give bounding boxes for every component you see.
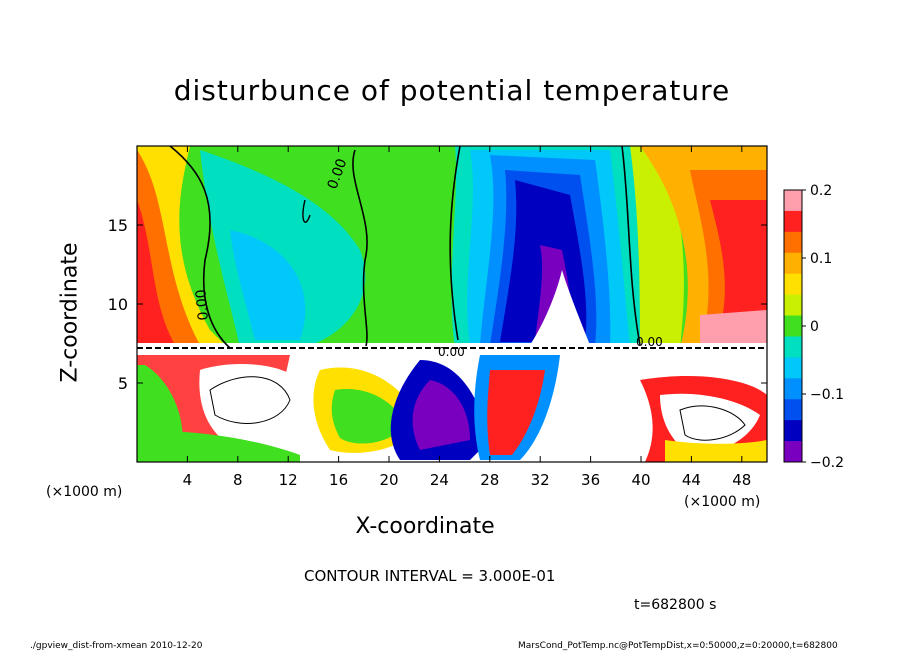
colorbar-tick-label: −0.2 [810,455,844,471]
colorbar-swatch [784,336,802,358]
colorbar-swatch [784,399,802,421]
colorbar-swatch [784,210,802,233]
x-tick-label: 40 [631,471,650,489]
footer-left: ./gpview_dist-from-xmean 2010-12-20 [30,641,203,651]
colorbar-tick-label: 0.1 [810,251,832,267]
colorbar: 0.2 0.1 0 −0.1 −0.2 [783,183,844,471]
colorbar-swatch [784,420,802,442]
x-tick-label: 4 [183,471,193,489]
colorbar-swatch [784,252,802,275]
x-tick-label: 36 [581,471,600,489]
colorbar-tick-label: 0.2 [810,183,832,199]
colorbar-tick-label: −0.1 [810,387,844,403]
y-tick-label: 10 [108,295,128,314]
contour-label: 0.00 [193,289,212,321]
x-unit-label: (×1000 m) [46,484,123,500]
x-tick-label: 44 [682,471,701,489]
y-axis: 5 10 15 [108,216,767,393]
x-axis: 4 8 12 16 20 24 28 32 36 40 44 48 [183,146,751,489]
chart-title: disturbunce of potential temperature [173,74,731,107]
time-label: t=682800 s [634,597,717,613]
x-tick-label: 20 [379,471,398,489]
y-axis-label: Z-coordinate [57,242,83,383]
x-tick-label: 16 [329,471,348,489]
colorbar-swatch [784,357,802,379]
contour-interval: CONTOUR INTERVAL = 3.000E-01 [304,567,556,585]
x-tick-label: 8 [233,471,243,489]
x-tick-label: 12 [279,471,298,489]
x-unit-label: (×1000 m) [684,494,761,510]
colorbar-swatch [784,378,802,400]
x-tick-label: 48 [732,471,751,489]
colorbar-swatch [784,273,802,296]
colorbar-swatch [784,190,802,212]
footer-right: MarsCond_PotTemp.nc@PotTempDist,x=0:5000… [518,641,838,651]
x-tick-label: 32 [531,471,550,489]
heatmap-field [137,146,767,462]
colorbar-swatch [784,231,802,254]
y-tick-label: 15 [108,216,128,235]
colorbar-tick-label: 0 [810,319,819,335]
x-tick-label: 28 [480,471,499,489]
x-axis-label: X-coordinate [355,514,495,539]
x-tick-label: 24 [430,471,449,489]
contour-label: 0.00 [438,345,465,359]
colorbar-swatch [784,315,802,337]
contour-label: 0.00 [636,335,663,349]
y-tick-label: 5 [118,374,128,393]
colorbar-swatch [784,441,802,463]
colorbar-swatch [784,294,802,317]
